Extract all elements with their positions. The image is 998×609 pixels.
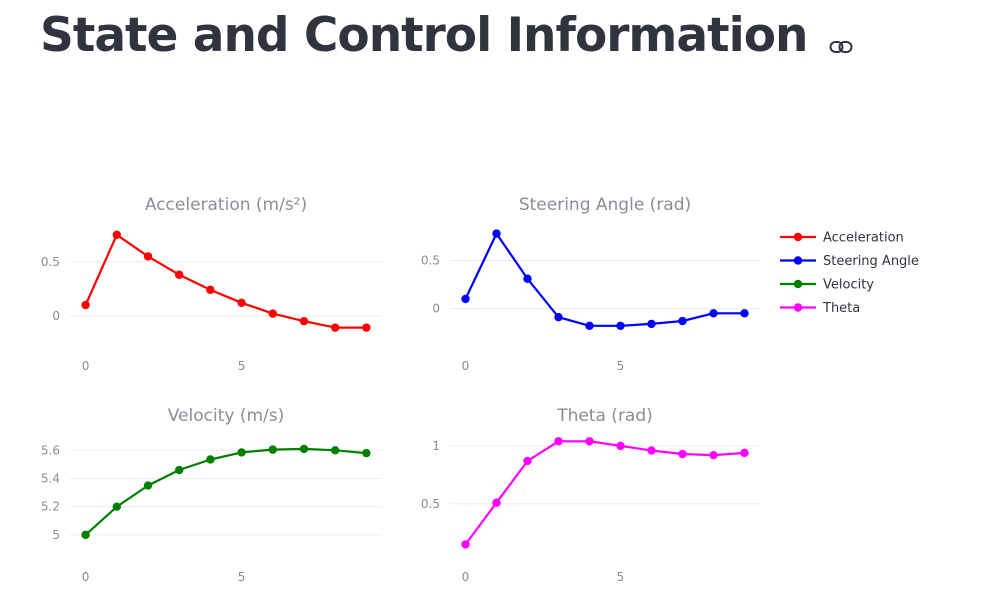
theta-chart: Theta (rad) 0.5 1 0 5 <box>421 406 760 584</box>
velocity-point-5 <box>237 448 246 457</box>
steering-angle-x-tick-label-1: 5 <box>617 359 625 373</box>
legend-theta-marker <box>793 303 803 312</box>
theta-point-7 <box>678 449 687 459</box>
velocity-y-tick-label-3: 5.6 <box>41 443 60 457</box>
velocity-point-6 <box>268 445 277 454</box>
acceleration-point-0 <box>81 300 90 310</box>
legend-acceleration-marker <box>793 232 803 242</box>
velocity-point-3 <box>175 465 184 475</box>
steering-angle-chart: Steering Angle (rad) 0 0.5 0 5 <box>421 195 760 373</box>
theta-x-tick-label-0: 0 <box>462 570 470 584</box>
acceleration-point-1 <box>112 230 122 239</box>
steering-angle-y-tick-label-0: 0 <box>432 302 440 316</box>
acceleration-chart-title: Acceleration (m/s²) <box>145 195 307 215</box>
steering-angle-point-7 <box>678 316 687 326</box>
acceleration-point-6 <box>268 309 277 318</box>
legend-theta-label: Theta <box>822 301 860 316</box>
legend-velocity-marker <box>793 279 803 289</box>
velocity-x-tick-label-0: 0 <box>82 570 90 584</box>
theta-point-9 <box>740 448 749 458</box>
theta-y-tick-label-0: 0.5 <box>421 497 440 511</box>
theta-point-4 <box>585 437 594 446</box>
legend-acceleration-label: Acceleration <box>823 231 904 246</box>
steering-angle-y-tick-label-1: 0.5 <box>421 254 440 268</box>
theta-point-1 <box>492 498 501 507</box>
acceleration-y-tick-label-0: 0 <box>52 309 60 323</box>
steering-angle-point-2 <box>523 274 532 283</box>
theta-point-0 <box>461 540 470 549</box>
velocity-series-line <box>84 447 367 536</box>
acceleration-series-line <box>84 233 367 329</box>
page-title: State and Control Information <box>40 8 853 66</box>
velocity-y-tick-label-1: 5.2 <box>41 500 60 514</box>
steering-angle-series-line <box>464 232 745 327</box>
acceleration-point-4 <box>206 285 215 295</box>
velocity-point-9 <box>362 448 371 458</box>
steering-angle-point-4 <box>585 321 594 331</box>
steering-angle-point-1 <box>492 229 501 238</box>
legend-steering-angle-label: Steering Angle <box>823 254 919 269</box>
theta-point-2 <box>523 456 532 466</box>
acceleration-chart: Acceleration (m/s²) 0 0.5 0 5 <box>41 195 382 373</box>
theta-chart-title: Theta (rad) <box>556 406 653 426</box>
steering-angle-point-9 <box>740 309 749 318</box>
acceleration-y-tick-label-1: 0.5 <box>41 255 60 269</box>
link-icon[interactable] <box>829 11 853 66</box>
acceleration-point-2 <box>143 252 153 261</box>
legend: Acceleration Steering Angle Velocity Theta <box>780 231 919 316</box>
velocity-chart-title: Velocity (m/s) <box>168 406 285 426</box>
acceleration-point-5 <box>237 298 246 308</box>
velocity-point-1 <box>112 502 122 511</box>
legend-velocity-label: Velocity <box>823 278 874 293</box>
velocity-point-0 <box>81 530 90 540</box>
acceleration-x-tick-label-1: 5 <box>238 359 246 373</box>
acceleration-x-tick-label-0: 0 <box>82 359 90 373</box>
steering-angle-point-3 <box>554 312 563 322</box>
theta-series-line <box>464 440 745 546</box>
steering-angle-point-8 <box>709 309 718 318</box>
velocity-point-7 <box>299 444 309 454</box>
velocity-point-2 <box>143 481 153 490</box>
steering-angle-chart-title: Steering Angle (rad) <box>519 195 691 215</box>
velocity-chart: Velocity (m/s) 5 5.2 5.4 5.6 0 5 <box>41 406 382 584</box>
legend-steering-angle-marker <box>793 256 803 265</box>
steering-angle-x-tick-label-0: 0 <box>462 359 470 373</box>
acceleration-point-7 <box>299 316 309 326</box>
page-title-text: State and Control Information <box>40 8 808 63</box>
velocity-y-tick-label-2: 5.4 <box>41 472 60 486</box>
theta-point-3 <box>554 437 563 446</box>
steering-angle-point-5 <box>616 321 625 331</box>
steering-angle-point-6 <box>647 319 656 329</box>
velocity-x-tick-label-1: 5 <box>238 570 246 584</box>
theta-point-6 <box>647 446 656 455</box>
theta-x-tick-label-1: 5 <box>617 570 625 584</box>
velocity-point-4 <box>206 455 215 464</box>
acceleration-point-8 <box>331 323 340 332</box>
theta-point-5 <box>616 441 625 451</box>
theta-y-tick-label-1: 1 <box>432 439 440 453</box>
velocity-y-tick-label-0: 5 <box>52 528 60 542</box>
acceleration-point-3 <box>175 270 184 279</box>
velocity-point-8 <box>331 446 340 455</box>
acceleration-point-9 <box>362 323 371 332</box>
theta-point-8 <box>709 450 718 460</box>
steering-angle-point-0 <box>461 294 470 304</box>
